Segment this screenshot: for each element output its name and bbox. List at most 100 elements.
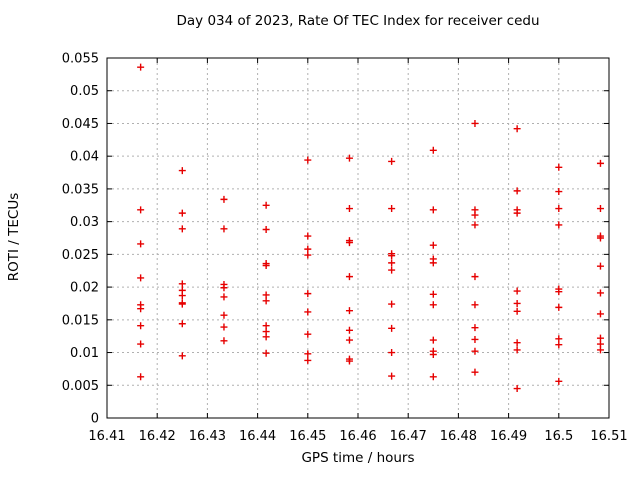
data-point: [137, 274, 145, 282]
data-point: [429, 241, 437, 249]
data-point: [388, 266, 396, 274]
data-point: [388, 259, 396, 267]
y-tick-label: 0.05: [70, 84, 99, 99]
data-point: [555, 335, 563, 343]
data-point: [471, 301, 479, 309]
data-point: [345, 205, 353, 213]
data-point: [596, 334, 604, 342]
data-point: [388, 205, 396, 213]
x-tick-label: 16.47: [390, 429, 427, 444]
data-point: [220, 293, 228, 301]
data-point: [555, 377, 563, 385]
data-point: [220, 284, 228, 292]
data-point: [596, 340, 604, 348]
data-point: [471, 221, 479, 229]
data-point: [596, 205, 604, 213]
data-point: [596, 289, 604, 297]
data-point: [262, 261, 270, 269]
data-point: [555, 188, 563, 196]
data-point: [262, 225, 270, 233]
data-point: [345, 239, 353, 247]
data-point: [596, 159, 604, 167]
data-point: [345, 154, 353, 162]
data-point: [388, 349, 396, 357]
data-point: [345, 307, 353, 315]
x-tick-label: 16.46: [339, 429, 376, 444]
data-point: [513, 299, 521, 307]
data-point: [137, 240, 145, 248]
data-point: [178, 292, 186, 300]
data-point: [345, 273, 353, 281]
chart-title: Day 034 of 2023, Rate Of TEC Index for r…: [176, 13, 540, 29]
data-point: [304, 156, 312, 164]
x-tick-label: 16.42: [139, 429, 176, 444]
x-tick-label: 16.43: [189, 429, 226, 444]
y-tick-label: 0.045: [62, 117, 99, 132]
x-tick-label: 16.49: [490, 429, 527, 444]
data-point: [345, 357, 353, 365]
y-tick-label: 0: [91, 412, 99, 427]
y-tick-label: 0.04: [70, 150, 99, 165]
y-tick-label: 0.03: [70, 215, 99, 230]
data-point: [262, 201, 270, 209]
data-point: [178, 209, 186, 217]
data-point: [304, 350, 312, 358]
data-point: [304, 356, 312, 364]
data-point: [429, 373, 437, 381]
data-point: [429, 290, 437, 298]
x-tick-label: 16.41: [88, 429, 125, 444]
data-point: [513, 287, 521, 295]
data-point: [471, 211, 479, 219]
data-point: [429, 351, 437, 359]
data-point: [388, 372, 396, 380]
data-point: [304, 308, 312, 316]
data-point: [262, 333, 270, 341]
data-point: [429, 146, 437, 154]
data-point: [429, 206, 437, 214]
data-point: [596, 310, 604, 318]
data-point: [513, 346, 521, 354]
data-point: [471, 119, 479, 127]
data-point: [513, 307, 521, 315]
y-tick-label: 0.005: [62, 379, 99, 394]
data-point: [178, 225, 186, 233]
data-point: [345, 326, 353, 334]
data-point: [137, 322, 145, 330]
data-point: [555, 221, 563, 229]
data-point: [178, 280, 186, 288]
x-tick-label: 16.51: [590, 429, 627, 444]
data-point: [513, 187, 521, 195]
data-point: [596, 346, 604, 354]
data-point: [471, 368, 479, 376]
data-point: [429, 259, 437, 267]
data-point: [555, 303, 563, 311]
y-axis-title: ROTI / TECUs: [6, 192, 22, 282]
data-point: [137, 373, 145, 381]
data-point: [429, 301, 437, 309]
x-tick-label: 16.48: [440, 429, 477, 444]
data-point: [304, 290, 312, 298]
y-tick-label: 0.035: [62, 182, 99, 197]
data-point: [220, 323, 228, 331]
data-point: [178, 300, 186, 308]
data-point: [137, 340, 145, 348]
data-point: [596, 234, 604, 242]
data-point: [137, 305, 145, 313]
data-point: [388, 300, 396, 308]
data-point: [555, 288, 563, 296]
data-point: [178, 167, 186, 175]
data-point: [304, 330, 312, 338]
data-point: [429, 336, 437, 344]
data-point: [388, 324, 396, 332]
data-point: [388, 157, 396, 165]
data-point: [345, 336, 353, 344]
x-tick-label: 16.44: [239, 429, 276, 444]
data-point: [513, 125, 521, 133]
data-point: [262, 291, 270, 299]
data-point: [513, 385, 521, 393]
data-point: [262, 322, 270, 330]
data-point: [471, 273, 479, 281]
data-point: [304, 232, 312, 240]
